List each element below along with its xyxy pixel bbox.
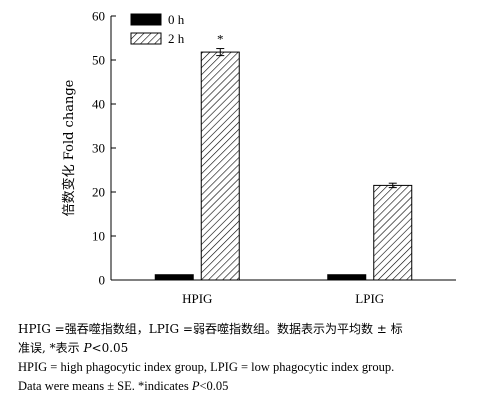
caption-en-p: P [191,379,200,393]
x-category-label: HPIG [182,291,212,306]
caption-en-line1: HPIG = high phagocytic index group, LPIG… [18,360,395,374]
legend: 0 h2 h [130,12,185,46]
caption-chinese: HPIG =强吞噬指数组，LPIG =弱吞噬指数组。数据表示为平均数 ± 标 准… [18,320,490,358]
caption-cn-p: P [83,341,92,355]
y-axis-label: 倍数变化 Fold change [61,79,77,216]
y-tick-label: 40 [92,97,105,112]
figure-caption: HPIG =强吞噬指数组，LPIG =弱吞噬指数组。数据表示为平均数 ± 标 准… [18,320,490,396]
caption-cn-line1: HPIG =强吞噬指数组，LPIG =弱吞噬指数组。数据表示为平均数 ± 标 [18,322,403,336]
legend-swatch [130,32,162,45]
bar-LPIG-0h [327,274,367,281]
caption-en-line2a: Data were means ± SE. *indicates [18,379,192,393]
bar-HPIG-0h [154,274,194,281]
bar-LPIG-2h [373,184,413,281]
y-tick-label: 10 [92,229,105,244]
significance-marker: * [217,32,224,47]
y-ticks: 0 10 20 30 40 50 60 [92,9,116,288]
category-labels: HPIG LPIG [182,291,384,306]
x-category-label: LPIG [355,291,384,306]
y-tick-label: 0 [99,273,106,288]
legend-label: 0 h [168,12,185,27]
caption-cn-line2b: <0.05 [91,341,129,355]
bars: * [154,32,413,281]
caption-cn-line2a: 准误, *表示 [18,341,84,355]
legend-swatch [130,13,162,26]
y-tick-label: 50 [92,53,105,68]
y-tick-label: 60 [92,9,105,24]
bar-HPIG-2h [200,51,240,281]
y-tick-label: 30 [92,141,105,156]
caption-en-line2b: <0.05 [199,379,229,393]
caption-english: HPIG = high phagocytic index group, LPIG… [18,358,490,396]
y-tick-label: 20 [92,185,105,200]
legend-label: 2 h [168,31,185,46]
